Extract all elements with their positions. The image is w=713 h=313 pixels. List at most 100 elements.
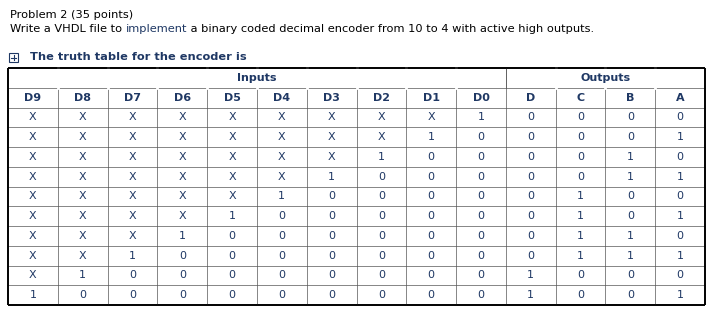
Text: 0: 0 bbox=[677, 231, 684, 241]
Text: X: X bbox=[29, 112, 36, 122]
Text: X: X bbox=[29, 172, 36, 182]
Text: 0: 0 bbox=[278, 270, 285, 280]
Text: X: X bbox=[178, 112, 186, 122]
Text: 0: 0 bbox=[577, 152, 584, 162]
Text: X: X bbox=[29, 251, 36, 261]
Text: X: X bbox=[128, 231, 136, 241]
Text: 0: 0 bbox=[179, 251, 186, 261]
Text: 0: 0 bbox=[328, 251, 335, 261]
Text: X: X bbox=[278, 132, 286, 142]
Text: D7: D7 bbox=[124, 93, 141, 103]
Text: X: X bbox=[29, 132, 36, 142]
Text: 1: 1 bbox=[677, 251, 684, 261]
Text: 0: 0 bbox=[428, 191, 435, 201]
Text: 1: 1 bbox=[179, 231, 186, 241]
Text: 1: 1 bbox=[29, 290, 36, 300]
Text: 0: 0 bbox=[378, 290, 385, 300]
Text: X: X bbox=[79, 191, 86, 201]
Text: 0: 0 bbox=[428, 251, 435, 261]
Text: 0: 0 bbox=[129, 290, 136, 300]
Text: 0: 0 bbox=[627, 191, 634, 201]
Text: C: C bbox=[577, 93, 585, 103]
Text: X: X bbox=[178, 191, 186, 201]
Text: 0: 0 bbox=[677, 270, 684, 280]
Text: 0: 0 bbox=[627, 132, 634, 142]
Text: 0: 0 bbox=[577, 132, 584, 142]
Text: 0: 0 bbox=[378, 251, 385, 261]
Text: 0: 0 bbox=[428, 290, 435, 300]
Text: 0: 0 bbox=[527, 211, 534, 221]
Text: 1: 1 bbox=[577, 231, 584, 241]
Text: 1: 1 bbox=[677, 211, 684, 221]
Text: 1: 1 bbox=[577, 191, 584, 201]
Text: X: X bbox=[228, 191, 236, 201]
Text: 1: 1 bbox=[478, 112, 484, 122]
Text: X: X bbox=[29, 191, 36, 201]
Text: D8: D8 bbox=[74, 93, 91, 103]
Text: D5: D5 bbox=[224, 93, 240, 103]
Text: 1: 1 bbox=[229, 211, 235, 221]
Text: 0: 0 bbox=[527, 172, 534, 182]
Text: 0: 0 bbox=[229, 290, 235, 300]
Text: X: X bbox=[29, 231, 36, 241]
Text: 0: 0 bbox=[478, 152, 484, 162]
Text: D1: D1 bbox=[423, 93, 440, 103]
Text: 0: 0 bbox=[478, 270, 484, 280]
Text: 1: 1 bbox=[428, 132, 435, 142]
Text: X: X bbox=[328, 152, 335, 162]
Text: X: X bbox=[79, 211, 86, 221]
Text: 0: 0 bbox=[627, 290, 634, 300]
Text: D4: D4 bbox=[273, 93, 290, 103]
Text: 0: 0 bbox=[229, 231, 235, 241]
Text: 0: 0 bbox=[527, 152, 534, 162]
Text: 0: 0 bbox=[378, 172, 385, 182]
Text: X: X bbox=[178, 211, 186, 221]
Text: 0: 0 bbox=[428, 152, 435, 162]
Text: 0: 0 bbox=[677, 152, 684, 162]
Text: 0: 0 bbox=[627, 270, 634, 280]
Text: X: X bbox=[79, 231, 86, 241]
Text: 0: 0 bbox=[577, 172, 584, 182]
Text: a binary coded decimal encoder from 10 to 4 with active high outputs.: a binary coded decimal encoder from 10 t… bbox=[188, 24, 595, 34]
Text: 0: 0 bbox=[278, 211, 285, 221]
Text: 0: 0 bbox=[627, 112, 634, 122]
Text: Write a VHDL file to: Write a VHDL file to bbox=[10, 24, 125, 34]
Text: X: X bbox=[29, 211, 36, 221]
Text: 1: 1 bbox=[627, 251, 634, 261]
Text: Outputs: Outputs bbox=[580, 73, 630, 83]
Text: 0: 0 bbox=[428, 270, 435, 280]
Text: D2: D2 bbox=[373, 93, 390, 103]
Text: D: D bbox=[526, 93, 535, 103]
Text: 0: 0 bbox=[478, 132, 484, 142]
Text: 1: 1 bbox=[129, 251, 136, 261]
Text: X: X bbox=[328, 132, 335, 142]
Text: X: X bbox=[278, 172, 286, 182]
Text: X: X bbox=[128, 152, 136, 162]
Text: X: X bbox=[128, 172, 136, 182]
Text: 0: 0 bbox=[378, 231, 385, 241]
Text: Inputs: Inputs bbox=[237, 73, 277, 83]
Text: 0: 0 bbox=[527, 112, 534, 122]
Text: 1: 1 bbox=[328, 172, 335, 182]
Text: X: X bbox=[228, 132, 236, 142]
Text: X: X bbox=[228, 112, 236, 122]
Text: 0: 0 bbox=[328, 290, 335, 300]
Text: X: X bbox=[79, 251, 86, 261]
Text: 0: 0 bbox=[179, 270, 186, 280]
Text: X: X bbox=[228, 152, 236, 162]
Text: 0: 0 bbox=[328, 231, 335, 241]
Text: X: X bbox=[178, 132, 186, 142]
Text: 0: 0 bbox=[328, 211, 335, 221]
Text: 0: 0 bbox=[677, 112, 684, 122]
Text: 0: 0 bbox=[278, 290, 285, 300]
Text: 0: 0 bbox=[229, 270, 235, 280]
Text: D0: D0 bbox=[473, 93, 489, 103]
Text: 0: 0 bbox=[478, 172, 484, 182]
Text: D6: D6 bbox=[174, 93, 191, 103]
Text: 1: 1 bbox=[627, 152, 634, 162]
Text: 0: 0 bbox=[378, 211, 385, 221]
Text: X: X bbox=[328, 112, 335, 122]
Text: 0: 0 bbox=[527, 231, 534, 241]
Text: X: X bbox=[79, 132, 86, 142]
Text: 0: 0 bbox=[278, 231, 285, 241]
